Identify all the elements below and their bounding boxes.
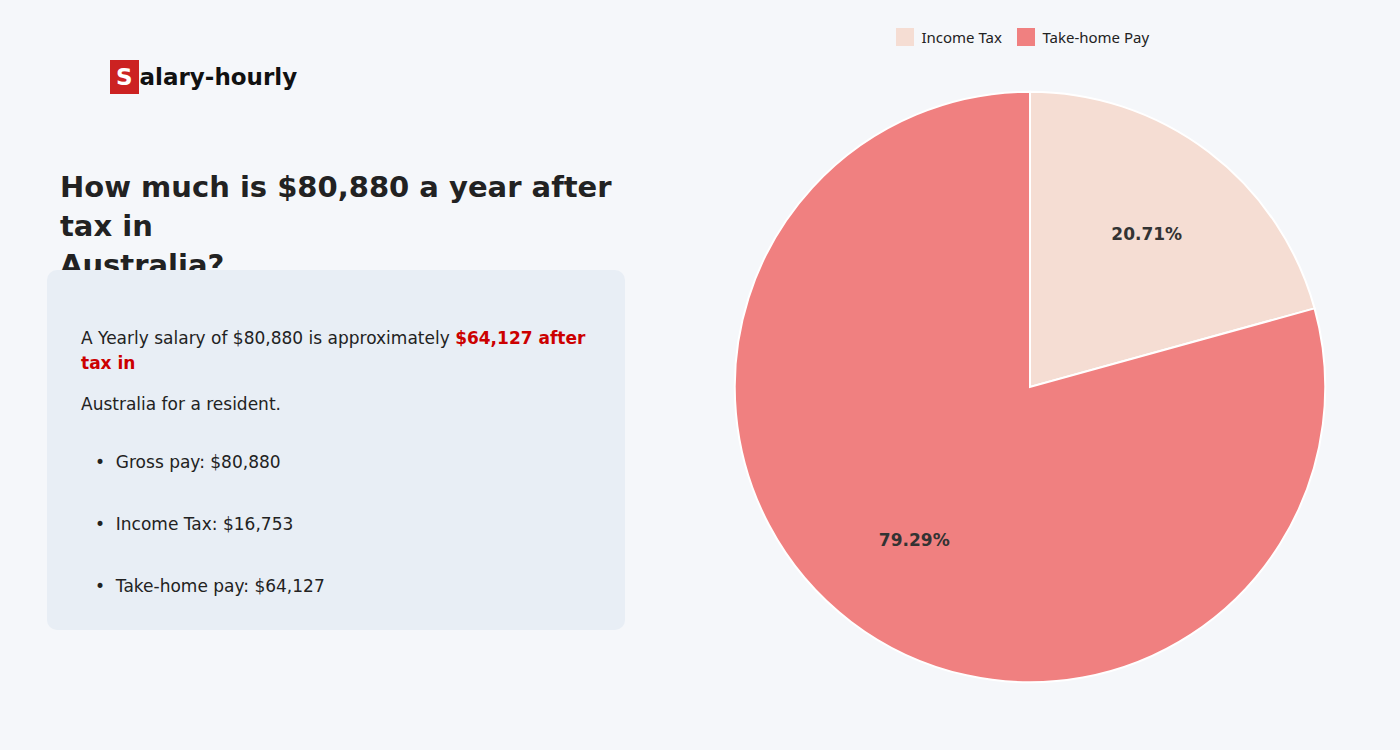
html-text:How much is $80,880 a year aft: How much is $80,880 a year after tax in … bbox=[60, 170, 612, 283]
html-text:• Gross pay: $80,880: • Gross pay: $80,880 bbox=[95, 452, 281, 472]
html-text:• Take-home pay: $64,127: • Take-home pay: $64,127 bbox=[95, 576, 325, 596]
html-text:• Income Tax: $16,753: • Income Tax: $16,753 bbox=[95, 514, 294, 534]
html-text:Income Tax: Income Tax bbox=[921, 26, 1002, 47]
html-text:Australia for a resident.: Australia for a resident. bbox=[81, 394, 281, 414]
html-text:A Yearly salary of $80,880 is: A Yearly salary of $80,880 is approximat… bbox=[81, 328, 586, 373]
svg-text:79.29%: 79.29% bbox=[879, 529, 950, 549]
html-text:S alary-hourly: S alary-hourly bbox=[116, 64, 298, 90]
svg-text:20.71%: 20.71% bbox=[1111, 224, 1182, 244]
html-text:Take-home Pay: Take-home Pay bbox=[1042, 26, 1150, 47]
